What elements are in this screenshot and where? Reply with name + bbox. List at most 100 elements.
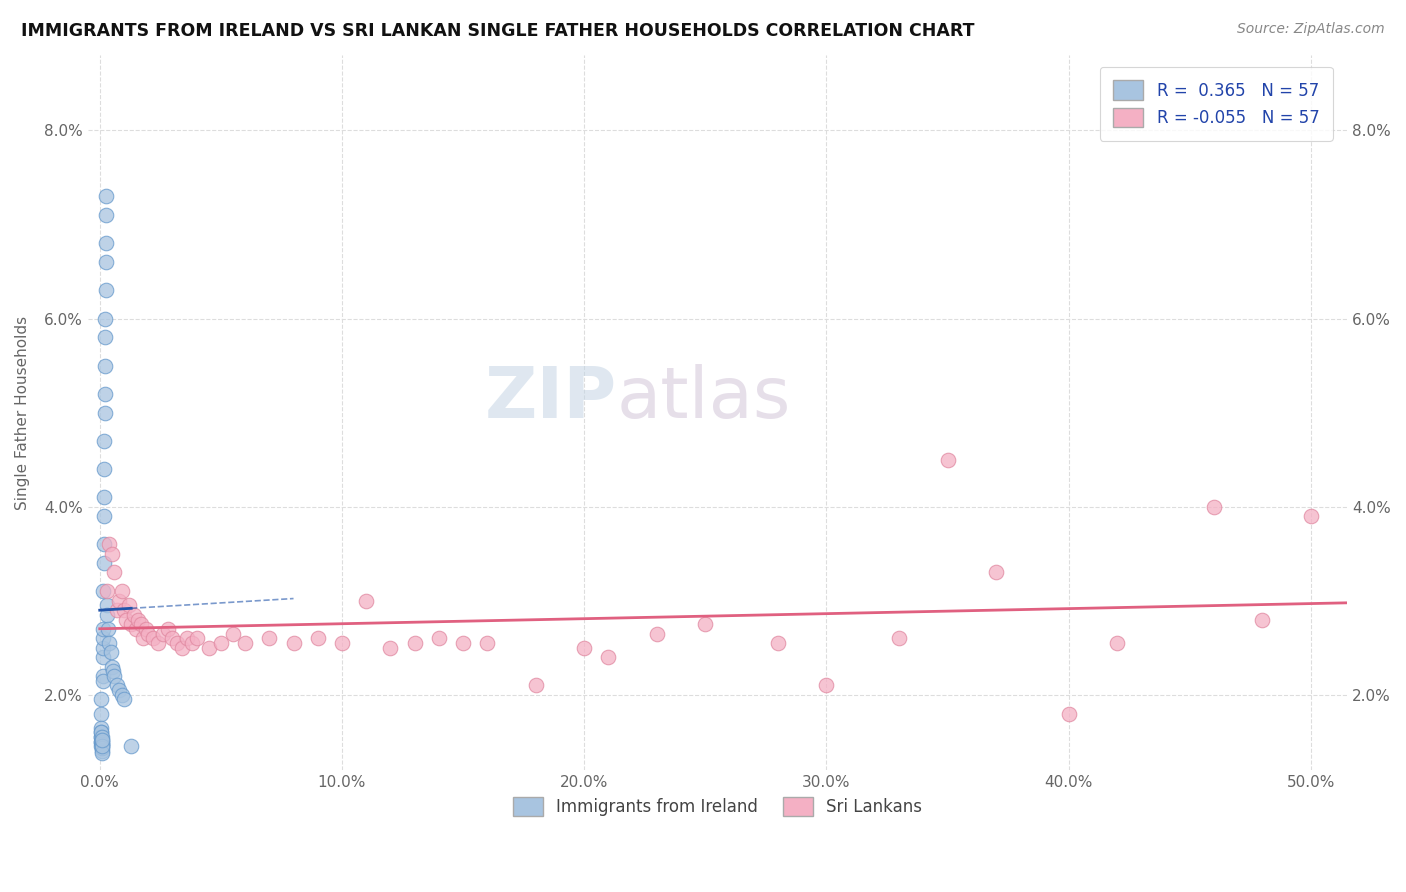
Point	[354, 593, 377, 607]
Point	[172, 640, 194, 655]
Point	[112, 603, 135, 617]
Text: Source: ZipAtlas.com: Source: ZipAtlas.com	[1237, 22, 1385, 37]
Point	[404, 636, 426, 650]
Point	[90, 725, 112, 739]
Point	[101, 547, 124, 561]
Point	[101, 665, 124, 679]
Point	[90, 730, 112, 744]
Point	[96, 584, 118, 599]
Point	[91, 732, 114, 747]
Point	[146, 636, 169, 650]
Point	[98, 537, 121, 551]
Point	[330, 636, 353, 650]
Point	[90, 706, 112, 721]
Point	[128, 613, 150, 627]
Point	[90, 739, 112, 754]
Point	[96, 189, 118, 203]
Point	[91, 730, 114, 744]
Point	[90, 730, 112, 744]
Point	[110, 584, 132, 599]
Point	[180, 636, 202, 650]
Point	[91, 650, 114, 665]
Point	[90, 721, 112, 735]
Point	[936, 452, 959, 467]
Point	[1251, 613, 1274, 627]
Point	[90, 735, 112, 749]
Point	[307, 632, 329, 646]
Point	[96, 607, 118, 622]
Point	[100, 645, 122, 659]
Point	[90, 732, 112, 747]
Point	[91, 739, 114, 754]
Point	[574, 640, 596, 655]
Point	[120, 739, 142, 754]
Text: atlas: atlas	[617, 364, 792, 433]
Point	[90, 692, 112, 706]
Point	[96, 599, 118, 613]
Point	[97, 622, 120, 636]
Point	[427, 632, 450, 646]
Point	[197, 640, 219, 655]
Point	[90, 739, 112, 754]
Point	[94, 283, 117, 297]
Point	[93, 434, 115, 448]
Point	[94, 359, 117, 373]
Point	[101, 659, 124, 673]
Point	[118, 599, 141, 613]
Point	[222, 626, 245, 640]
Point	[94, 311, 117, 326]
Point	[1299, 509, 1322, 524]
Point	[91, 746, 114, 760]
Point	[94, 236, 117, 251]
Point	[108, 683, 131, 698]
Point	[94, 330, 117, 344]
Point	[105, 678, 128, 692]
Point	[93, 490, 115, 504]
Point	[90, 725, 112, 739]
Point	[176, 632, 198, 646]
Point	[142, 632, 165, 646]
Point	[524, 678, 547, 692]
Point	[152, 626, 174, 640]
Point	[1107, 636, 1129, 650]
Point	[1202, 500, 1225, 514]
Point	[93, 556, 115, 570]
Point	[103, 669, 125, 683]
Point	[90, 744, 112, 758]
Point	[98, 636, 121, 650]
Point	[94, 255, 117, 269]
Point	[93, 406, 115, 420]
Point	[91, 640, 114, 655]
Point	[984, 566, 1007, 580]
Point	[90, 737, 112, 751]
Point	[120, 617, 142, 632]
Point	[380, 640, 402, 655]
Point	[132, 632, 155, 646]
Point	[766, 636, 789, 650]
Point	[1057, 706, 1080, 721]
Point	[477, 636, 499, 650]
Point	[91, 622, 114, 636]
Point	[598, 650, 620, 665]
Point	[125, 622, 148, 636]
Point	[156, 622, 179, 636]
Point	[112, 692, 135, 706]
Point	[645, 626, 668, 640]
Point	[451, 636, 474, 650]
Point	[887, 632, 910, 646]
Point	[233, 636, 256, 650]
Point	[283, 636, 305, 650]
Point	[122, 607, 145, 622]
Point	[129, 617, 152, 632]
Point	[91, 632, 114, 646]
Point	[166, 636, 188, 650]
Point	[695, 617, 717, 632]
Point	[91, 741, 114, 756]
Point	[209, 636, 232, 650]
Legend: Immigrants from Ireland, Sri Lankans: Immigrants from Ireland, Sri Lankans	[503, 787, 932, 826]
Point	[108, 593, 131, 607]
Point	[93, 509, 115, 524]
Point	[93, 584, 115, 599]
Text: IMMIGRANTS FROM IRELAND VS SRI LANKAN SINGLE FATHER HOUSEHOLDS CORRELATION CHART: IMMIGRANTS FROM IRELAND VS SRI LANKAN SI…	[21, 22, 974, 40]
Point	[103, 566, 125, 580]
